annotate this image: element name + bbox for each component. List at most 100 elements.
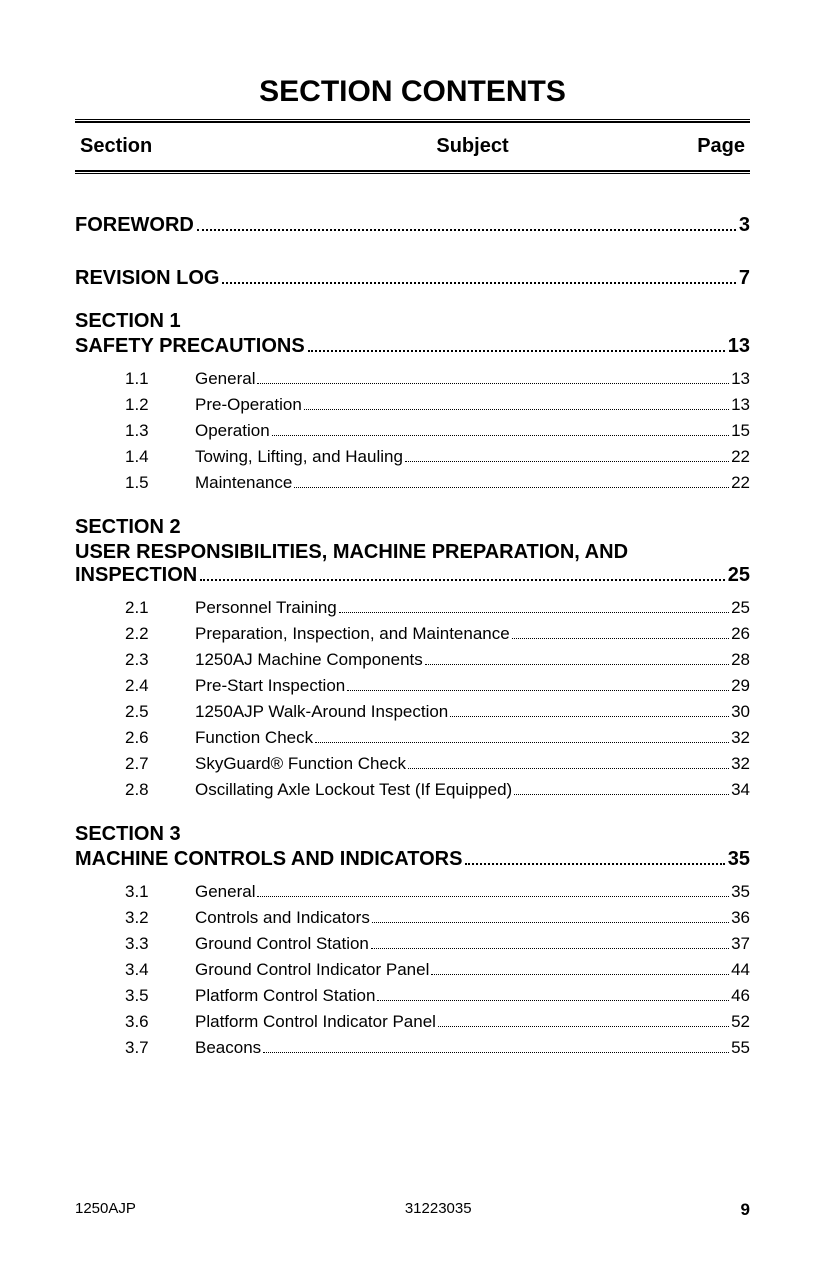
sub-page: 15 bbox=[731, 421, 750, 441]
dot-leader bbox=[372, 922, 729, 923]
sub-num: 3.5 bbox=[125, 986, 195, 1006]
sub-entry: 3.1General35 bbox=[75, 879, 750, 905]
sub-page: 13 bbox=[731, 369, 750, 389]
section-page: 25 bbox=[728, 564, 750, 587]
section-3-subs: 3.1General35 3.2Controls and Indicators3… bbox=[75, 879, 750, 1061]
sub-title: Function Check bbox=[195, 728, 313, 748]
sub-title: Pre-Start Inspection bbox=[195, 676, 345, 696]
sub-entry: 1.3Operation 15 bbox=[75, 418, 750, 444]
sub-num: 2.6 bbox=[125, 728, 195, 748]
dot-leader bbox=[431, 974, 729, 975]
sub-num: 3.7 bbox=[125, 1038, 195, 1058]
sub-title: Beacons bbox=[195, 1038, 261, 1058]
sub-entry: 3.7Beacons55 bbox=[75, 1035, 750, 1061]
page-footer: 1250AJP 31223035 9 bbox=[75, 1200, 750, 1220]
sub-entry: 2.51250AJP Walk-Around Inspection30 bbox=[75, 699, 750, 725]
sub-entry: 1.1General13 bbox=[75, 366, 750, 392]
dot-leader bbox=[408, 768, 729, 769]
section-page: 35 bbox=[728, 848, 750, 871]
sub-num: 3.4 bbox=[125, 960, 195, 980]
section-2-heading: USER RESPONSIBILITIES, MACHINE PREPARATI… bbox=[75, 541, 750, 587]
sub-num: 2.8 bbox=[125, 780, 195, 800]
sub-entry: 1.4Towing, Lifting, and Hauling22 bbox=[75, 444, 750, 470]
sub-num: 1.2 bbox=[125, 395, 195, 415]
sub-page: 36 bbox=[731, 908, 750, 928]
dot-leader bbox=[339, 612, 729, 613]
sub-entry: 3.4Ground Control Indicator Panel 44 bbox=[75, 957, 750, 983]
section-3-label: SECTION 3 bbox=[75, 823, 750, 846]
sub-page: 28 bbox=[731, 650, 750, 670]
dot-leader bbox=[257, 896, 729, 897]
page-title: SECTION CONTENTS bbox=[75, 75, 750, 109]
sub-page: 13 bbox=[731, 395, 750, 415]
sub-entry: 3.5Platform Control Station 46 bbox=[75, 983, 750, 1009]
sub-entry: 1.5Maintenance22 bbox=[75, 470, 750, 496]
page: SECTION CONTENTS Section Subject Page FO… bbox=[0, 0, 825, 1111]
section-title: SAFETY PRECAUTIONS bbox=[75, 335, 305, 358]
sub-page: 32 bbox=[731, 728, 750, 748]
sub-title: Ground Control Indicator Panel bbox=[195, 960, 429, 980]
section-1-heading: SAFETY PRECAUTIONS 13 bbox=[75, 335, 750, 358]
sub-page: 22 bbox=[731, 473, 750, 493]
sub-title: Pre-Operation bbox=[195, 395, 302, 415]
entry-title: FOREWORD bbox=[75, 214, 194, 237]
section-2-label: SECTION 2 bbox=[75, 516, 750, 539]
dot-leader bbox=[371, 948, 729, 949]
sub-num: 2.5 bbox=[125, 702, 195, 722]
sub-title: Operation bbox=[195, 421, 270, 441]
sub-num: 3.6 bbox=[125, 1012, 195, 1032]
sub-title: General bbox=[195, 882, 255, 902]
dot-leader bbox=[425, 664, 729, 665]
dot-leader bbox=[405, 461, 729, 462]
sub-title: Personnel Training bbox=[195, 598, 337, 618]
sub-title: 1250AJ Machine Components bbox=[195, 650, 423, 670]
sub-page: 46 bbox=[731, 986, 750, 1006]
entry-page: 7 bbox=[739, 267, 750, 290]
sub-num: 3.3 bbox=[125, 934, 195, 954]
sub-entry: 3.2Controls and Indicators 36 bbox=[75, 905, 750, 931]
dot-leader bbox=[308, 350, 725, 352]
header-page: Page bbox=[665, 135, 745, 158]
sub-page: 34 bbox=[731, 780, 750, 800]
section-title: MACHINE CONTROLS AND INDICATORS bbox=[75, 848, 462, 871]
sub-entry: 2.7SkyGuard® Function Check32 bbox=[75, 751, 750, 777]
header-subject: Subject bbox=[280, 135, 665, 158]
sub-title: Oscillating Axle Lockout Test (If Equipp… bbox=[195, 780, 512, 800]
dot-leader bbox=[257, 383, 729, 384]
section-page: 13 bbox=[728, 335, 750, 358]
sub-title: Platform Control Indicator Panel bbox=[195, 1012, 436, 1032]
footer-docnum: 31223035 bbox=[405, 1200, 472, 1220]
sub-title: Platform Control Station bbox=[195, 986, 375, 1006]
sub-num: 2.1 bbox=[125, 598, 195, 618]
dot-leader bbox=[450, 716, 729, 717]
toc-entry-revision: REVISION LOG 7 bbox=[75, 267, 750, 290]
sub-num: 1.1 bbox=[125, 369, 195, 389]
section-3-heading: MACHINE CONTROLS AND INDICATORS 35 bbox=[75, 848, 750, 871]
sub-num: 2.4 bbox=[125, 676, 195, 696]
dot-leader bbox=[347, 690, 729, 691]
dot-leader bbox=[222, 282, 735, 284]
section-1-subs: 1.1General13 1.2Pre-Operation 13 1.3Opera… bbox=[75, 366, 750, 496]
sub-num: 3.2 bbox=[125, 908, 195, 928]
sub-title: Controls and Indicators bbox=[195, 908, 370, 928]
dot-leader bbox=[438, 1026, 729, 1027]
sub-num: 1.3 bbox=[125, 421, 195, 441]
sub-entry: 2.1Personnel Training 25 bbox=[75, 595, 750, 621]
toc-entry-foreword: FOREWORD 3 bbox=[75, 214, 750, 237]
section-2-subs: 2.1Personnel Training25 2.2Preparation, … bbox=[75, 595, 750, 803]
section-title-line1: USER RESPONSIBILITIES, MACHINE PREPARATI… bbox=[75, 541, 750, 564]
sub-title: 1250AJP Walk-Around Inspection bbox=[195, 702, 448, 722]
sub-entry: 2.6Function Check 32 bbox=[75, 725, 750, 751]
sub-title: Ground Control Station bbox=[195, 934, 369, 954]
sub-page: 25 bbox=[731, 598, 750, 618]
dot-leader bbox=[377, 1000, 729, 1001]
sub-page: 44 bbox=[731, 960, 750, 980]
dot-leader bbox=[315, 742, 729, 743]
sub-num: 2.3 bbox=[125, 650, 195, 670]
sub-page: 52 bbox=[731, 1012, 750, 1032]
sub-entry: 3.3Ground Control Station 37 bbox=[75, 931, 750, 957]
header-section: Section bbox=[80, 135, 280, 158]
footer-pagenum: 9 bbox=[741, 1200, 750, 1220]
sub-page: 37 bbox=[731, 934, 750, 954]
entry-title: REVISION LOG bbox=[75, 267, 219, 290]
